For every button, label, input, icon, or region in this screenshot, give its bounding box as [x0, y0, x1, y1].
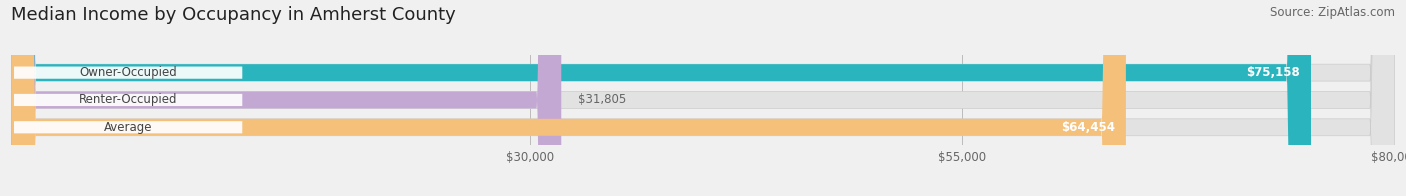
- FancyBboxPatch shape: [11, 0, 1126, 196]
- Text: $31,805: $31,805: [578, 93, 626, 106]
- Text: Average: Average: [104, 121, 152, 134]
- FancyBboxPatch shape: [14, 121, 242, 133]
- Text: Median Income by Occupancy in Amherst County: Median Income by Occupancy in Amherst Co…: [11, 6, 456, 24]
- FancyBboxPatch shape: [11, 0, 1395, 196]
- Text: Owner-Occupied: Owner-Occupied: [79, 66, 177, 79]
- FancyBboxPatch shape: [11, 0, 1395, 196]
- FancyBboxPatch shape: [11, 0, 1395, 196]
- FancyBboxPatch shape: [11, 0, 561, 196]
- FancyBboxPatch shape: [14, 94, 242, 106]
- FancyBboxPatch shape: [14, 66, 242, 79]
- Text: $75,158: $75,158: [1246, 66, 1301, 79]
- Text: $64,454: $64,454: [1062, 121, 1115, 134]
- Text: Source: ZipAtlas.com: Source: ZipAtlas.com: [1270, 6, 1395, 19]
- FancyBboxPatch shape: [11, 0, 1310, 196]
- Text: Renter-Occupied: Renter-Occupied: [79, 93, 177, 106]
